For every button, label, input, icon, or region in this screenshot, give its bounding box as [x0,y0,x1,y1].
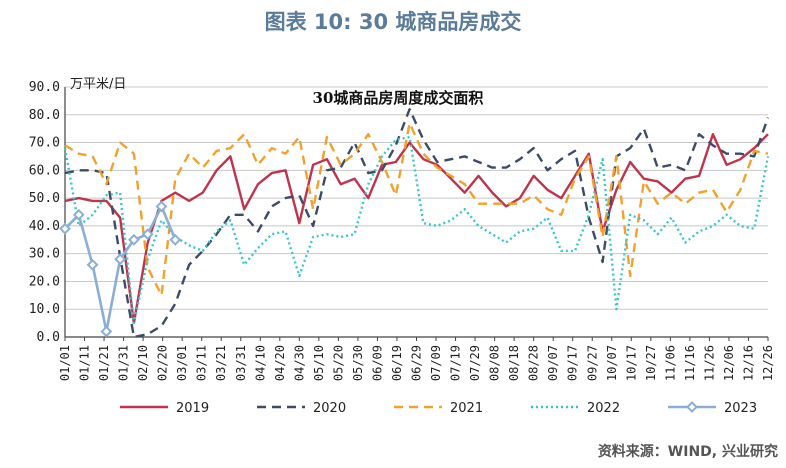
x-tick-label: 01/11 [78,345,92,381]
x-tick-label: 11/06 [663,345,677,381]
series-point-2023 [155,200,168,213]
legend-label-2022: 2022 [587,401,620,416]
x-tick-label: 04/20 [273,345,287,381]
legend-label-2020: 2020 [313,401,346,416]
x-tick-label: 05/30 [351,345,365,381]
y-tick-label: 60.0 [29,163,60,178]
x-tick-labels: 01/01 01/11 01/21 01/31 02/10 02/20 03/01 03/11… [58,337,775,381]
x-tick-label: 01/01 [58,345,72,381]
x-tick-label: 08/28 [527,345,541,381]
x-tick-label: 06/29 [410,345,424,381]
series-point-2023 [59,222,71,235]
x-tick-label: 08/18 [507,345,521,381]
series-point-2023 [86,258,99,271]
x-tick-label: 01/31 [117,345,131,381]
series-point-2023 [169,233,182,246]
x-tick-label: 06/19 [390,345,404,381]
y-tick-label: 0.0 [37,330,60,345]
x-tick-label: 09/07 [546,345,560,381]
legend: 2019 2020 2021 2022 2023 [120,401,757,416]
x-tick-label: 05/10 [312,345,326,381]
series-point-2023 [100,325,113,338]
legend-label-2023: 2023 [724,401,757,416]
y-axis-label: 万平米/日 [70,77,126,92]
series-point-2023 [128,233,140,246]
series-point-2023 [114,253,127,266]
series-line-2019 [64,132,769,325]
source-note: 资料来源：WIND, 兴业研究 [597,444,778,460]
x-tick-label: 12/16 [741,345,755,381]
x-tick-label: 11/26 [702,345,716,381]
y-tick-label: 80.0 [29,108,60,123]
x-tick-label: 03/21 [214,345,228,381]
y-tick-label: 70.0 [29,136,60,151]
x-tick-label: 10/17 [624,345,638,381]
y-tick-labels: 0.0 10.0 20.0 30.0 40.0 50.0 60.0 70.0 80.0 90.0 [29,80,60,345]
x-tick-label: 07/09 [429,345,443,381]
series-point-2023 [141,228,154,241]
legend-marker-2023 [686,401,698,413]
x-tick-label: 05/20 [331,345,345,381]
x-tick-label: 07/29 [468,345,482,381]
x-tick-label: 09/27 [585,345,599,381]
legend-label-2019: 2019 [176,401,209,416]
series-lines [59,107,770,339]
y-tick-label: 40.0 [29,219,60,234]
x-tick-label: 12/26 [761,345,775,381]
x-tick-label: 02/10 [136,345,150,381]
x-tick-label: 09/17 [566,345,580,381]
x-tick-label: 07/19 [449,345,463,381]
x-tick-label: 02/20 [156,345,170,381]
legend-label-2021: 2021 [450,401,483,416]
x-tick-label: 03/11 [195,345,209,381]
series-line-2022 [63,135,770,325]
chart-title: 30城商品房周度成交面积 [313,89,484,107]
y-tick-label: 50.0 [29,191,60,206]
x-tick-label: 11/16 [683,345,697,381]
series-line-2021 [64,121,769,297]
x-tick-label: 10/27 [644,345,658,381]
x-tick-label: 04/30 [292,345,306,381]
x-tick-label: 04/10 [253,345,267,381]
x-tick-label: 08/08 [488,345,502,381]
x-tick-label: 01/21 [97,345,111,381]
series-line-2020 [64,107,770,339]
y-tick-label: 90.0 [29,80,60,95]
y-tick-label: 30.0 [29,247,60,262]
x-tick-label: 03/31 [234,345,248,381]
page-title: 图表 10: 30 城商品房成交 [264,10,522,34]
y-tick-label: 20.0 [29,274,60,289]
x-tick-label: 12/06 [722,345,736,381]
series-point-2023 [72,208,85,221]
y-tick-label: 10.0 [29,302,60,317]
x-tick-label: 06/09 [370,345,384,381]
x-tick-label: 10/07 [605,345,619,381]
x-tick-label: 03/01 [175,345,189,381]
